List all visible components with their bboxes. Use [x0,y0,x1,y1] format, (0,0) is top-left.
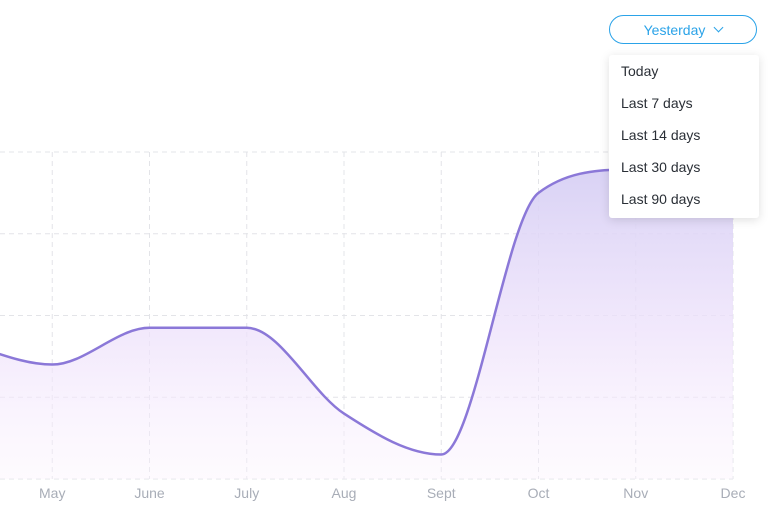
dropdown-item-last-90-days[interactable]: Last 90 days [621,191,701,207]
date-range-dropdown: Today Last 7 days Last 14 days Last 30 d… [609,55,759,218]
dropdown-item-last-30-days[interactable]: Last 30 days [621,159,701,175]
dropdown-item-today[interactable]: Today [621,63,659,79]
x-tick-label-may: May [39,485,65,501]
x-tick-label-sept: Sept [427,485,456,501]
series-line [0,163,735,456]
data-point-may [49,362,55,368]
data-point-oct [536,190,542,196]
date-range-select[interactable]: Yesterday [609,15,757,44]
dropdown-item-last-14-days[interactable]: Last 14 days [621,127,701,143]
series-area [0,164,733,479]
dropdown-item-last-7-days[interactable]: Last 7 days [621,95,693,111]
date-range-selected-label: Yesterday [643,21,706,38]
data-point-aug [341,411,347,417]
x-axis-ticks: May June July Aug Sept Oct Nov Dec [39,485,745,501]
x-tick-label-dec: Dec [721,485,746,501]
x-tick-label-nov: Nov [623,485,648,501]
data-point-july [244,325,250,331]
data-point-june [147,325,153,331]
x-tick-label-aug: Aug [332,485,357,501]
x-tick-label-oct: Oct [528,485,550,501]
chevron-down-icon [713,22,724,33]
data-point-sept [438,451,444,457]
x-tick-label-july: July [234,485,259,501]
x-tick-label-june: June [134,485,165,501]
